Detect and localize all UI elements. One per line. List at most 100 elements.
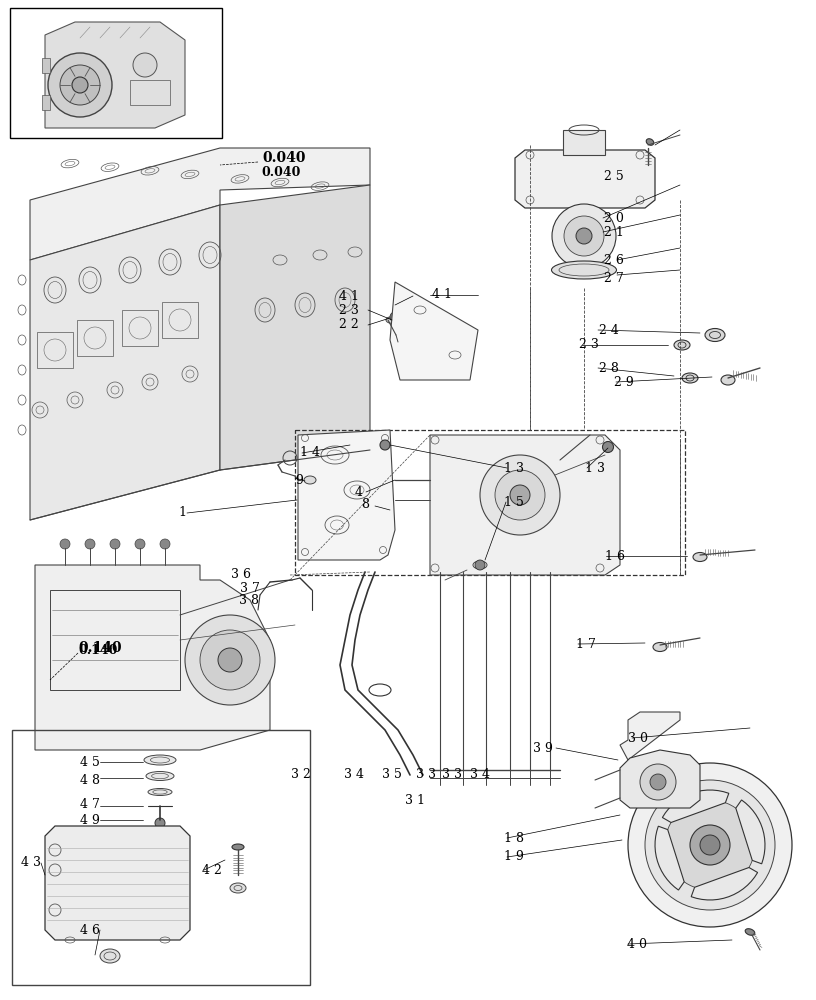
- Polygon shape: [390, 282, 478, 380]
- Polygon shape: [736, 800, 765, 864]
- Text: 4 7: 4 7: [80, 798, 100, 810]
- Bar: [130, 80, 170, 105]
- Bar: [42, 58, 50, 73]
- Text: 4 1: 4 1: [339, 290, 360, 302]
- Text: 4 0: 4 0: [627, 938, 647, 950]
- Polygon shape: [298, 430, 395, 560]
- Polygon shape: [30, 148, 370, 260]
- Ellipse shape: [705, 328, 725, 342]
- Polygon shape: [655, 826, 684, 890]
- Ellipse shape: [100, 949, 120, 963]
- Text: 3 4: 3 4: [469, 768, 490, 780]
- Polygon shape: [691, 867, 757, 900]
- Text: 2 8: 2 8: [599, 361, 619, 374]
- Circle shape: [135, 539, 145, 549]
- Text: 1 6: 1 6: [605, 550, 626, 562]
- Ellipse shape: [646, 139, 654, 145]
- Ellipse shape: [682, 373, 698, 383]
- Circle shape: [390, 312, 400, 322]
- Circle shape: [85, 539, 95, 549]
- Text: 3 3: 3 3: [415, 768, 436, 780]
- Ellipse shape: [674, 340, 690, 350]
- Text: 4 5: 4 5: [80, 756, 100, 768]
- Text: 9: 9: [295, 475, 303, 488]
- Text: 4: 4: [355, 486, 363, 498]
- Ellipse shape: [653, 643, 667, 652]
- Text: 3 1: 3 1: [405, 794, 424, 806]
- Text: 2 3: 2 3: [339, 304, 358, 316]
- Text: 3 8: 3 8: [239, 594, 259, 607]
- Circle shape: [665, 800, 755, 890]
- Circle shape: [72, 77, 88, 93]
- Ellipse shape: [304, 476, 316, 484]
- Text: 2 0: 2 0: [604, 212, 623, 225]
- Polygon shape: [430, 435, 620, 575]
- Text: 4 9: 4 9: [80, 814, 100, 826]
- Text: 4 8: 4 8: [79, 774, 100, 786]
- Text: 2 5: 2 5: [604, 170, 623, 184]
- Text: 0.140: 0.140: [78, 641, 122, 655]
- Circle shape: [564, 216, 604, 256]
- Text: 3 2: 3 2: [291, 768, 311, 780]
- Ellipse shape: [721, 375, 735, 385]
- Text: 2 3: 2 3: [579, 338, 599, 352]
- Ellipse shape: [745, 929, 755, 935]
- Bar: [42, 95, 50, 110]
- Circle shape: [700, 835, 720, 855]
- Bar: [295, 430, 685, 575]
- Text: 2 4: 2 4: [599, 324, 619, 336]
- Text: 1 3: 1 3: [504, 462, 525, 475]
- Circle shape: [160, 539, 170, 549]
- Ellipse shape: [144, 755, 176, 765]
- Text: 1 4: 1 4: [300, 446, 321, 460]
- Ellipse shape: [232, 844, 244, 850]
- Ellipse shape: [230, 883, 246, 893]
- Circle shape: [576, 228, 592, 244]
- Bar: [10, 8, 222, 138]
- Text: 4 6: 4 6: [79, 924, 100, 936]
- Circle shape: [200, 630, 260, 690]
- Circle shape: [133, 53, 157, 77]
- Text: 3 9: 3 9: [534, 742, 553, 754]
- Ellipse shape: [148, 788, 172, 796]
- Text: 4 2: 4 2: [202, 863, 222, 876]
- Circle shape: [48, 53, 112, 117]
- Text: 3 4: 3 4: [344, 768, 364, 780]
- Polygon shape: [620, 712, 680, 760]
- Text: 1 3: 1 3: [585, 462, 605, 475]
- Polygon shape: [220, 185, 370, 470]
- Ellipse shape: [386, 316, 400, 324]
- Text: 1 7: 1 7: [576, 638, 596, 650]
- Polygon shape: [515, 150, 655, 208]
- Bar: [563, 130, 605, 155]
- Ellipse shape: [552, 261, 617, 279]
- Bar: [12, 730, 310, 985]
- Ellipse shape: [602, 442, 614, 452]
- Circle shape: [218, 648, 242, 672]
- Text: 2 2: 2 2: [339, 318, 358, 332]
- Text: 4 3: 4 3: [20, 856, 41, 869]
- Text: 2 7: 2 7: [604, 271, 623, 284]
- Polygon shape: [663, 790, 729, 822]
- Text: 2 9: 2 9: [614, 375, 633, 388]
- Circle shape: [110, 539, 120, 549]
- Text: 0.140: 0.140: [78, 644, 118, 656]
- Ellipse shape: [380, 440, 390, 450]
- Circle shape: [510, 485, 530, 505]
- Text: 3 0: 3 0: [628, 732, 649, 744]
- Text: 2 6: 2 6: [604, 253, 623, 266]
- Polygon shape: [35, 565, 270, 750]
- Polygon shape: [30, 205, 220, 520]
- Text: 3 6: 3 6: [231, 568, 251, 582]
- Circle shape: [155, 818, 165, 828]
- Text: 1 5: 1 5: [504, 495, 524, 508]
- Circle shape: [475, 560, 485, 570]
- Polygon shape: [45, 22, 185, 128]
- Ellipse shape: [693, 552, 707, 562]
- Text: 3 5: 3 5: [382, 768, 401, 780]
- Circle shape: [495, 470, 545, 520]
- Ellipse shape: [146, 772, 174, 780]
- Text: 4 1: 4 1: [432, 288, 452, 302]
- Circle shape: [60, 539, 70, 549]
- Bar: [50, 590, 180, 690]
